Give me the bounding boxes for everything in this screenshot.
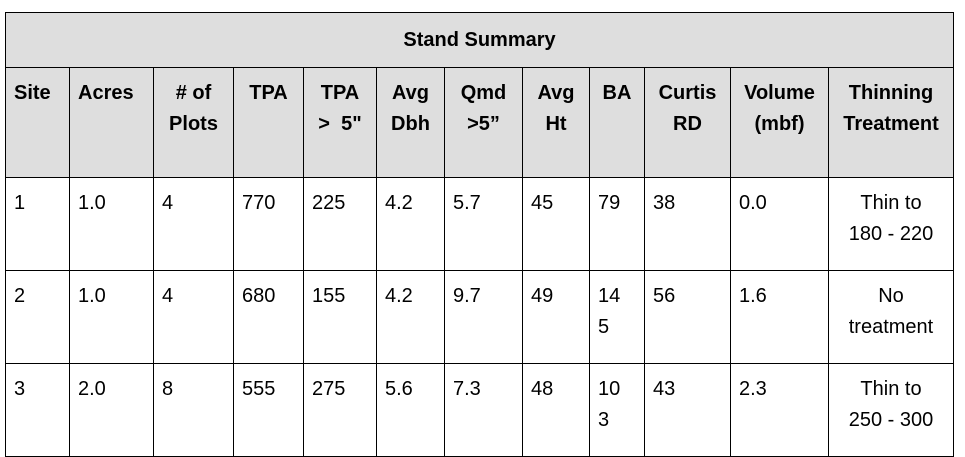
cell-avg-dbh: 4.2 xyxy=(376,270,445,364)
header-ba-text: BA xyxy=(602,82,632,104)
cell-avg-ht: 48 xyxy=(522,363,590,457)
cell-qmd5: 5.7 xyxy=(444,177,523,271)
header-treatment-line1: Thinning xyxy=(848,82,934,104)
table-row: 2 1.0 4 680 155 4.2 9.7 49 14 5 56 1.6 No… xyxy=(5,270,954,364)
header-avg-ht-line2: Ht xyxy=(545,113,567,135)
cell-ba: 79 xyxy=(589,177,645,271)
header-qmd5-line2: >5” xyxy=(467,113,500,135)
header-tpa: TPA xyxy=(233,67,304,178)
stand-summary-table-wrapper: Stand Summary Site Acres # of Plots TPA T… xyxy=(5,12,954,457)
cell-plots: 8 xyxy=(153,363,234,457)
header-tpa-text: TPA xyxy=(249,82,288,104)
header-curtis-rd-line2: RD xyxy=(673,113,702,135)
header-tpa5: TPA > 5" xyxy=(303,67,377,178)
cell-treatment-line1: Thin to xyxy=(860,378,922,400)
table-title: Stand Summary xyxy=(5,12,954,68)
cell-tpa: 680 xyxy=(233,270,304,364)
header-acres-text: Acres xyxy=(78,82,134,104)
cell-treatment-line2: 180 - 220 xyxy=(848,223,934,245)
header-avg-dbh-line1: Avg xyxy=(391,82,430,104)
cell-tpa5: 225 xyxy=(303,177,377,271)
cell-treatment-line1: No xyxy=(878,285,904,307)
header-volume: Volume (mbf) xyxy=(730,67,829,178)
cell-site: 2 xyxy=(5,270,70,364)
cell-acres: 1.0 xyxy=(69,177,154,271)
header-volume-line1: Volume xyxy=(744,82,815,104)
cell-tpa: 770 xyxy=(233,177,304,271)
cell-tpa5: 155 xyxy=(303,270,377,364)
cell-avg-dbh: 5.6 xyxy=(376,363,445,457)
cell-curtis-rd: 38 xyxy=(644,177,731,271)
cell-ba-line2: 3 xyxy=(598,409,610,431)
cell-avg-dbh: 4.2 xyxy=(376,177,445,271)
cell-ba: 10 3 xyxy=(589,363,645,457)
cell-treatment-line1: Thin to xyxy=(860,192,922,214)
title-row: Stand Summary xyxy=(5,12,954,68)
cell-ba-line1: 14 xyxy=(598,285,621,307)
cell-volume: 1.6 xyxy=(730,270,829,364)
cell-treatment-line2: 250 - 300 xyxy=(848,409,934,431)
cell-qmd5: 7.3 xyxy=(444,363,523,457)
header-treatment-line2: Treatment xyxy=(843,113,939,135)
cell-ba-line1: 10 xyxy=(598,378,621,400)
cell-curtis-rd: 43 xyxy=(644,363,731,457)
header-thinning-treatment: Thinning Treatment xyxy=(828,67,954,178)
header-acres: Acres xyxy=(69,67,154,178)
header-plots-line2: Plots xyxy=(169,113,218,135)
cell-plots: 4 xyxy=(153,270,234,364)
table-row: 1 1.0 4 770 225 4.2 5.7 45 79 38 0.0 Thi… xyxy=(5,177,954,271)
cell-volume: 2.3 xyxy=(730,363,829,457)
header-tpa5-line2: > 5" xyxy=(318,113,362,135)
header-avg-dbh: Avg Dbh xyxy=(376,67,445,178)
cell-qmd5: 9.7 xyxy=(444,270,523,364)
header-curtis-rd: Curtis RD xyxy=(644,67,731,178)
header-avg-ht: Avg Ht xyxy=(522,67,590,178)
cell-treatment: Thin to 250 - 300 xyxy=(828,363,954,457)
header-volume-line2: (mbf) xyxy=(754,113,805,135)
header-curtis-rd-line1: Curtis xyxy=(658,82,717,104)
cell-treatment: No treatment xyxy=(828,270,954,364)
cell-ba: 14 5 xyxy=(589,270,645,364)
cell-curtis-rd: 56 xyxy=(644,270,731,364)
cell-plots: 4 xyxy=(153,177,234,271)
header-avg-dbh-line2: Dbh xyxy=(391,113,430,135)
table-row: 3 2.0 8 555 275 5.6 7.3 48 10 3 43 2.3 Th… xyxy=(5,363,954,457)
cell-acres: 2.0 xyxy=(69,363,154,457)
header-row: Site Acres # of Plots TPA TPA > 5" Avg Dbh … xyxy=(5,67,954,178)
header-plots-line1: # of xyxy=(175,82,212,104)
cell-tpa: 555 xyxy=(233,363,304,457)
header-qmd5-line1: Qmd xyxy=(460,82,507,104)
cell-acres: 1.0 xyxy=(69,270,154,364)
cell-volume: 0.0 xyxy=(730,177,829,271)
header-plots: # of Plots xyxy=(153,67,234,178)
cell-site: 3 xyxy=(5,363,70,457)
header-ba: BA xyxy=(589,67,645,178)
cell-ba-line2: 5 xyxy=(598,316,610,338)
header-site-text: Site xyxy=(14,82,51,104)
cell-treatment: Thin to 180 - 220 xyxy=(828,177,954,271)
header-tpa5-line1: TPA xyxy=(320,82,360,104)
cell-site: 1 xyxy=(5,177,70,271)
header-site: Site xyxy=(5,67,70,178)
header-qmd5: Qmd >5” xyxy=(444,67,523,178)
stand-summary-table: Stand Summary Site Acres # of Plots TPA T… xyxy=(5,12,954,457)
cell-avg-ht: 49 xyxy=(522,270,590,364)
header-avg-ht-line1: Avg xyxy=(537,82,575,104)
cell-ba-line1: 79 xyxy=(598,192,621,214)
cell-treatment-line2: treatment xyxy=(848,316,934,338)
cell-avg-ht: 45 xyxy=(522,177,590,271)
cell-tpa5: 275 xyxy=(303,363,377,457)
